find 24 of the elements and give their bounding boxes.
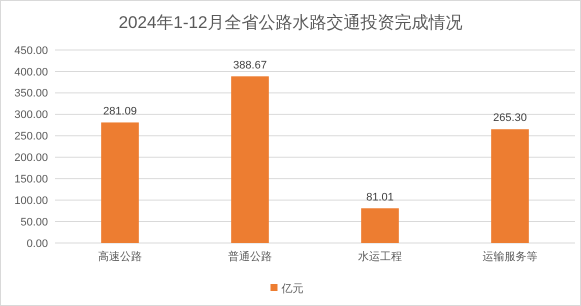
legend-label: 亿元 [280,282,304,295]
x-tick-label: 高速公路 [98,250,142,263]
y-tick-label: 350.00 [14,88,48,100]
x-tick-label: 运输服务等 [482,250,538,263]
x-tick-label: 普通公路 [228,250,272,263]
chart-title: 2024年1-12月全省公路水路交通投资完成情况 [118,13,462,32]
y-tick-label: 450.00 [14,44,48,57]
data-label: 265.30 [493,112,527,124]
bar [491,129,529,243]
y-tick-label: 300.00 [14,109,48,122]
x-tick-label: 水运工程 [358,250,402,263]
data-label: 281.09 [103,105,137,118]
y-tick-label: 200.00 [14,152,48,164]
y-tick-label: 0.00 [26,238,48,250]
bar [101,122,139,243]
data-label: 81.01 [366,191,394,204]
y-tick-label: 400.00 [14,66,48,78]
y-tick-label: 150.00 [14,174,48,186]
bar [231,76,269,243]
bar [361,208,399,243]
y-tick-label: 50.00 [20,216,48,228]
data-label: 388.67 [233,59,267,72]
y-tick-label: 100.00 [14,194,48,207]
y-tick-label: 250.00 [14,130,48,143]
